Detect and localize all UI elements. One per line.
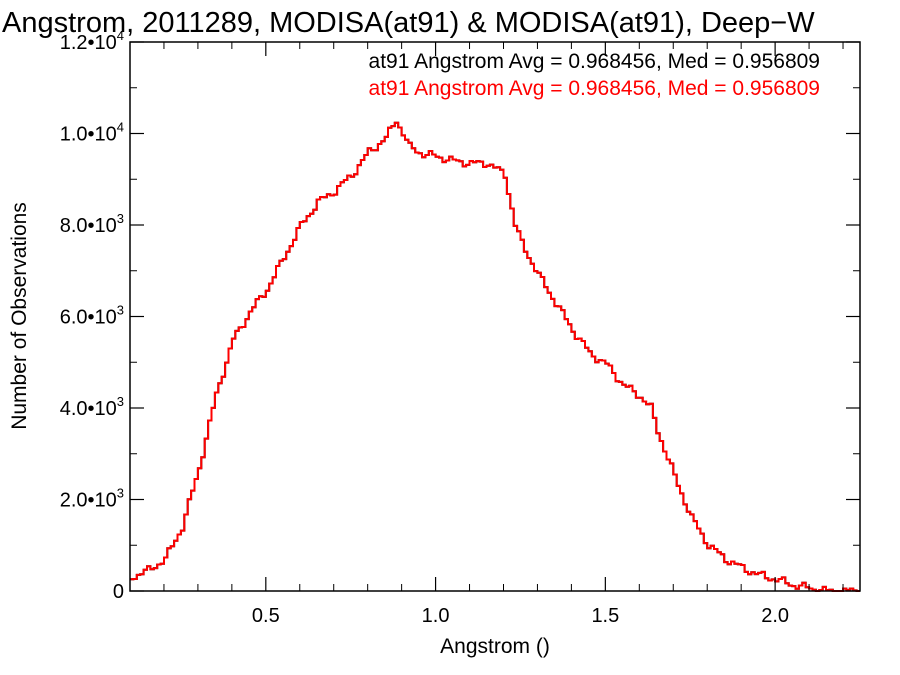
series-line-1 bbox=[130, 121, 860, 592]
series-layer bbox=[130, 121, 860, 592]
y-tick-label-2: 4.0•103 bbox=[60, 394, 124, 420]
y-axis-label: Number of Observations bbox=[8, 202, 31, 430]
x-tick-labels: 0.5 1.0 1.5 2.0 bbox=[252, 605, 789, 627]
x-axis-label: Angstrom () bbox=[440, 635, 550, 658]
plot-frame bbox=[129, 41, 861, 592]
y-tick-label-3: 6.0•103 bbox=[60, 303, 124, 329]
y-tick-label-5: 1.0•104 bbox=[60, 120, 124, 146]
annotation-red: at91 Angstrom Avg = 0.968456, Med = 0.95… bbox=[369, 77, 820, 100]
y-tick-label-4: 8.0•103 bbox=[60, 211, 124, 237]
y-tick-label-6: 1.2•104 bbox=[60, 28, 124, 54]
y-tick-labels: 0 2.0•103 4.0•103 6.0•103 8.0•103 1.0•104 1.2•… bbox=[60, 28, 124, 603]
annotation-black: at91 Angstrom Avg = 0.968456, Med = 0.95… bbox=[369, 50, 820, 73]
x-tick-label-1: 1.0 bbox=[422, 605, 450, 627]
y-tick-label-0: 0 bbox=[113, 581, 124, 603]
chart-title: Angstrom, 2011289, MODISA(at91) & MODISA… bbox=[2, 7, 815, 39]
x-tick-label-3: 2.0 bbox=[761, 605, 789, 627]
series-line-0 bbox=[130, 121, 860, 592]
y-tick-label-1: 2.0•103 bbox=[60, 486, 124, 512]
ticks-layer bbox=[130, 41, 860, 592]
x-tick-label-2: 1.5 bbox=[591, 605, 619, 627]
x-tick-label-0: 0.5 bbox=[252, 605, 280, 627]
